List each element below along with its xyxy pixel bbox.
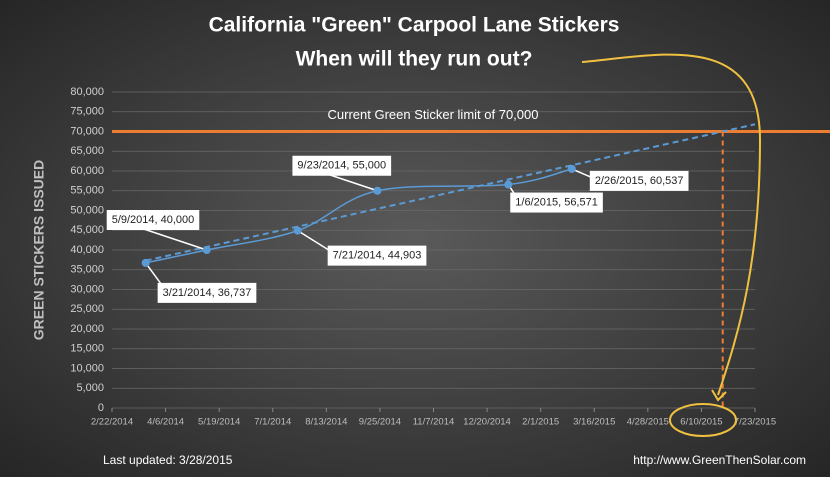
data-label: 3/21/2014, 36,737 [163, 287, 252, 299]
data-label: 9/23/2014, 55,000 [297, 160, 386, 172]
annotation: Current Green Sticker limit of 70,000 [328, 107, 539, 122]
x-tick-label: 2/1/2015 [522, 417, 559, 428]
data-label-box [327, 245, 427, 266]
y-tick-label: 10,000 [70, 362, 104, 374]
data-label: 5/9/2014, 40,000 [112, 214, 195, 226]
y-tick-label: 40,000 [70, 244, 104, 256]
y-tick-label: 50,000 [70, 204, 104, 216]
x-tick-label: 4/6/2014 [147, 417, 184, 428]
y-tick-label: 55,000 [70, 185, 104, 197]
x-tick-label: 7/1/2014 [254, 417, 291, 428]
point [293, 226, 302, 235]
y-tick-label: 0 [98, 402, 104, 414]
arrow-head [711, 389, 727, 402]
data-label-box [589, 170, 689, 191]
data-label-box [106, 210, 200, 230]
x-tick-label: 2/22/2014 [91, 417, 133, 428]
y-tick-label: 75,000 [70, 106, 104, 118]
x-tick-label: 9/25/2014 [359, 417, 401, 428]
x-tick-label: 3/16/2015 [573, 417, 615, 428]
y-tick-label: 5,000 [76, 382, 104, 394]
y-tick-label: 65,000 [70, 145, 104, 157]
trend-line [145, 123, 756, 262]
data-label: 1/6/2015, 56,571 [515, 196, 598, 208]
arrow [581, 53, 762, 396]
chart-subtitle: When will they run out? [296, 48, 533, 71]
data-label-box [292, 155, 392, 176]
data-label: 7/21/2014, 44,903 [333, 250, 422, 262]
x-tick-label: 8/13/2014 [305, 417, 347, 428]
y-tick-label: 70,000 [70, 125, 104, 137]
data-label: 2/26/2015, 60,537 [595, 175, 684, 187]
point [141, 258, 150, 267]
y-tick-label: 45,000 [70, 224, 104, 236]
x-tick-label: 4/28/2015 [627, 417, 669, 428]
x-tick-label: 11/7/2014 [413, 417, 455, 428]
y-tick-label: 30,000 [70, 283, 104, 295]
point [373, 186, 382, 195]
y-tick-label: 35,000 [70, 264, 104, 276]
y-tick-label: 60,000 [70, 165, 104, 177]
highlight-circle [669, 403, 737, 437]
y-tick-label: 80,000 [70, 86, 104, 98]
y-axis-label: GREEN STICKERS ISSUED [31, 160, 47, 340]
x-tick-label: 6/10/2015 [680, 417, 722, 428]
y-tick-label: 15,000 [70, 343, 104, 355]
chart-title: California "Green" Carpool Lane Stickers [209, 14, 620, 37]
y-tick-label: 25,000 [70, 303, 104, 315]
x-tick-label: 12/20/2014 [463, 417, 511, 428]
point [567, 164, 576, 173]
y-tick-label: 20,000 [70, 323, 104, 335]
point [202, 246, 211, 254]
x-tick-label: 7/23/2015 [734, 417, 776, 428]
data-label-box [157, 282, 257, 303]
footer-right: http://www.GreenThenSolar.com [633, 453, 806, 467]
x-tick-label: 5/19/2014 [198, 417, 240, 428]
point [504, 180, 513, 189]
footer-left: Last updated: 3/28/2015 [103, 453, 233, 467]
data-label-box [510, 192, 603, 213]
